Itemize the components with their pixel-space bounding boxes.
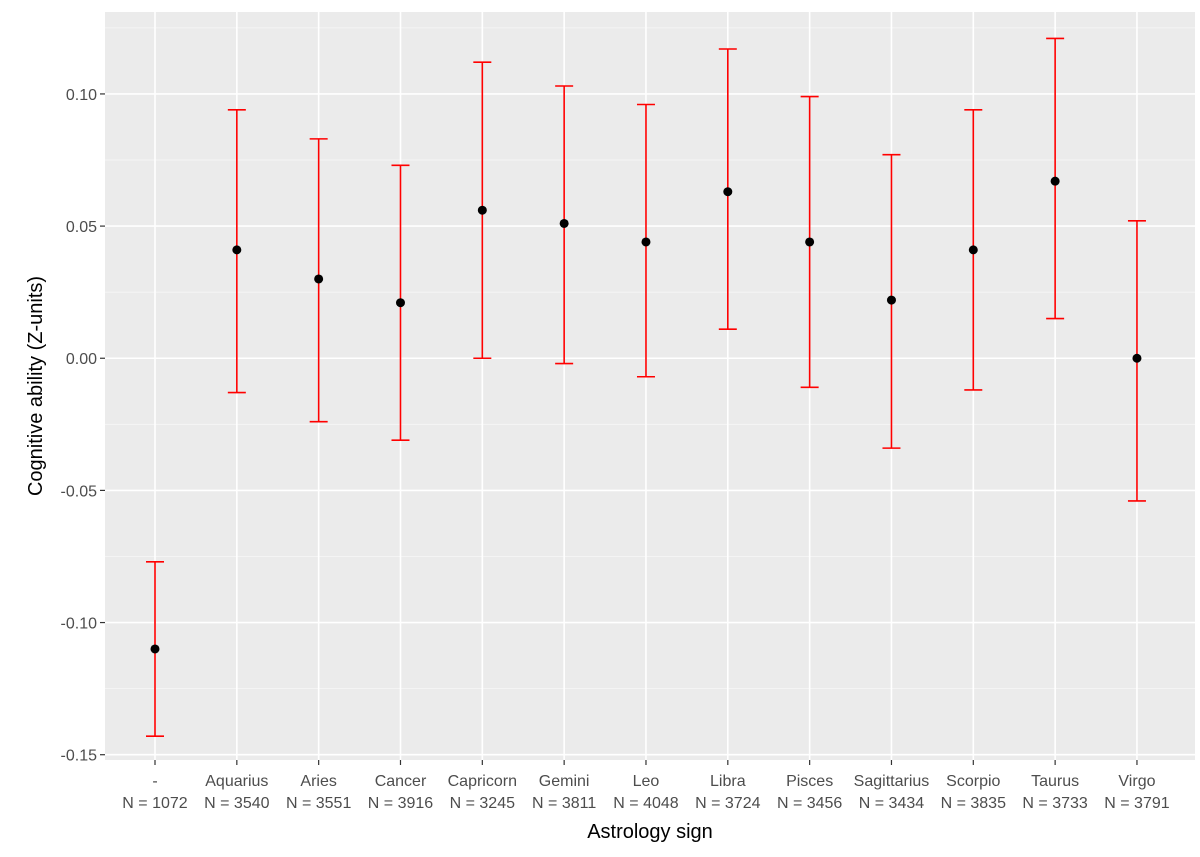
x-tick-label-n: N = 3551: [286, 795, 351, 812]
x-tick-label-sign: Cancer: [375, 773, 427, 790]
mean-point: [150, 644, 160, 654]
y-tick-label: -0.10: [61, 616, 98, 633]
x-tick-label-sign: Scorpio: [946, 773, 1000, 790]
minor-gridlines: [105, 27, 1195, 690]
x-tick-label-sign: Sagittarius: [854, 773, 930, 790]
x-tick-label-sign: Aries: [300, 773, 336, 790]
x-tick-label-n: N = 4048: [613, 795, 678, 812]
mean-point: [314, 274, 324, 284]
x-tick-label-sign: -: [152, 773, 157, 790]
mean-point: [968, 245, 978, 255]
x-tick-label-n: N = 1072: [122, 795, 187, 812]
x-tick-label-sign: Aquarius: [205, 773, 268, 790]
x-tick-label-sign: Leo: [633, 773, 660, 790]
y-tick-label: 0.00: [66, 351, 97, 368]
x-tick-label-n: N = 3724: [695, 795, 760, 812]
mean-point: [232, 245, 242, 255]
x-tick-label-n: N = 3540: [204, 795, 269, 812]
x-tick-label-n: N = 3791: [1104, 795, 1169, 812]
y-axis-title: Cognitive ability (Z-units): [25, 276, 47, 496]
mean-point: [395, 298, 405, 308]
x-tick-label-n: N = 3733: [1022, 795, 1087, 812]
y-tick-label: -0.15: [61, 748, 98, 765]
mean-point: [1050, 176, 1060, 186]
y-tick-label: 0.05: [66, 219, 97, 236]
plot-panel: [105, 12, 1195, 760]
x-tick-label-sign: Pisces: [786, 773, 833, 790]
x-tick-label-sign: Virgo: [1118, 773, 1155, 790]
x-tick-label-n: N = 3434: [859, 795, 924, 812]
y-axis: -0.15 -0.10 -0.05 0.00 0.05 0.10: [61, 87, 105, 765]
mean-point: [723, 187, 733, 197]
x-axis-title: Astrology sign: [587, 821, 713, 843]
x-tick-label-sign: Taurus: [1031, 773, 1079, 790]
y-tick-label: 0.10: [66, 87, 97, 104]
x-tick-label-n: N = 3916: [368, 795, 433, 812]
data-points: [150, 176, 1142, 654]
x-tick-label-n: N = 3245: [450, 795, 515, 812]
mean-point: [477, 205, 487, 215]
mean-point: [559, 218, 569, 228]
x-tick-label-n: N = 3456: [777, 795, 842, 812]
mean-point: [805, 237, 815, 247]
mean-point: [886, 295, 896, 305]
x-tick-label-sign: Libra: [710, 773, 746, 790]
x-tick-label-n: N = 3835: [941, 795, 1006, 812]
x-axis: - N = 1072 Aquarius N = 3540 Aries N = 3551 Ca…: [122, 760, 1170, 812]
x-tick-label-n: N = 3811: [532, 795, 596, 812]
x-tick-label-sign: Capricorn: [448, 773, 517, 790]
x-tick-label-sign: Gemini: [539, 773, 590, 790]
mean-point: [641, 237, 651, 247]
mean-point: [1132, 353, 1142, 363]
y-tick-label: -0.05: [61, 483, 98, 500]
